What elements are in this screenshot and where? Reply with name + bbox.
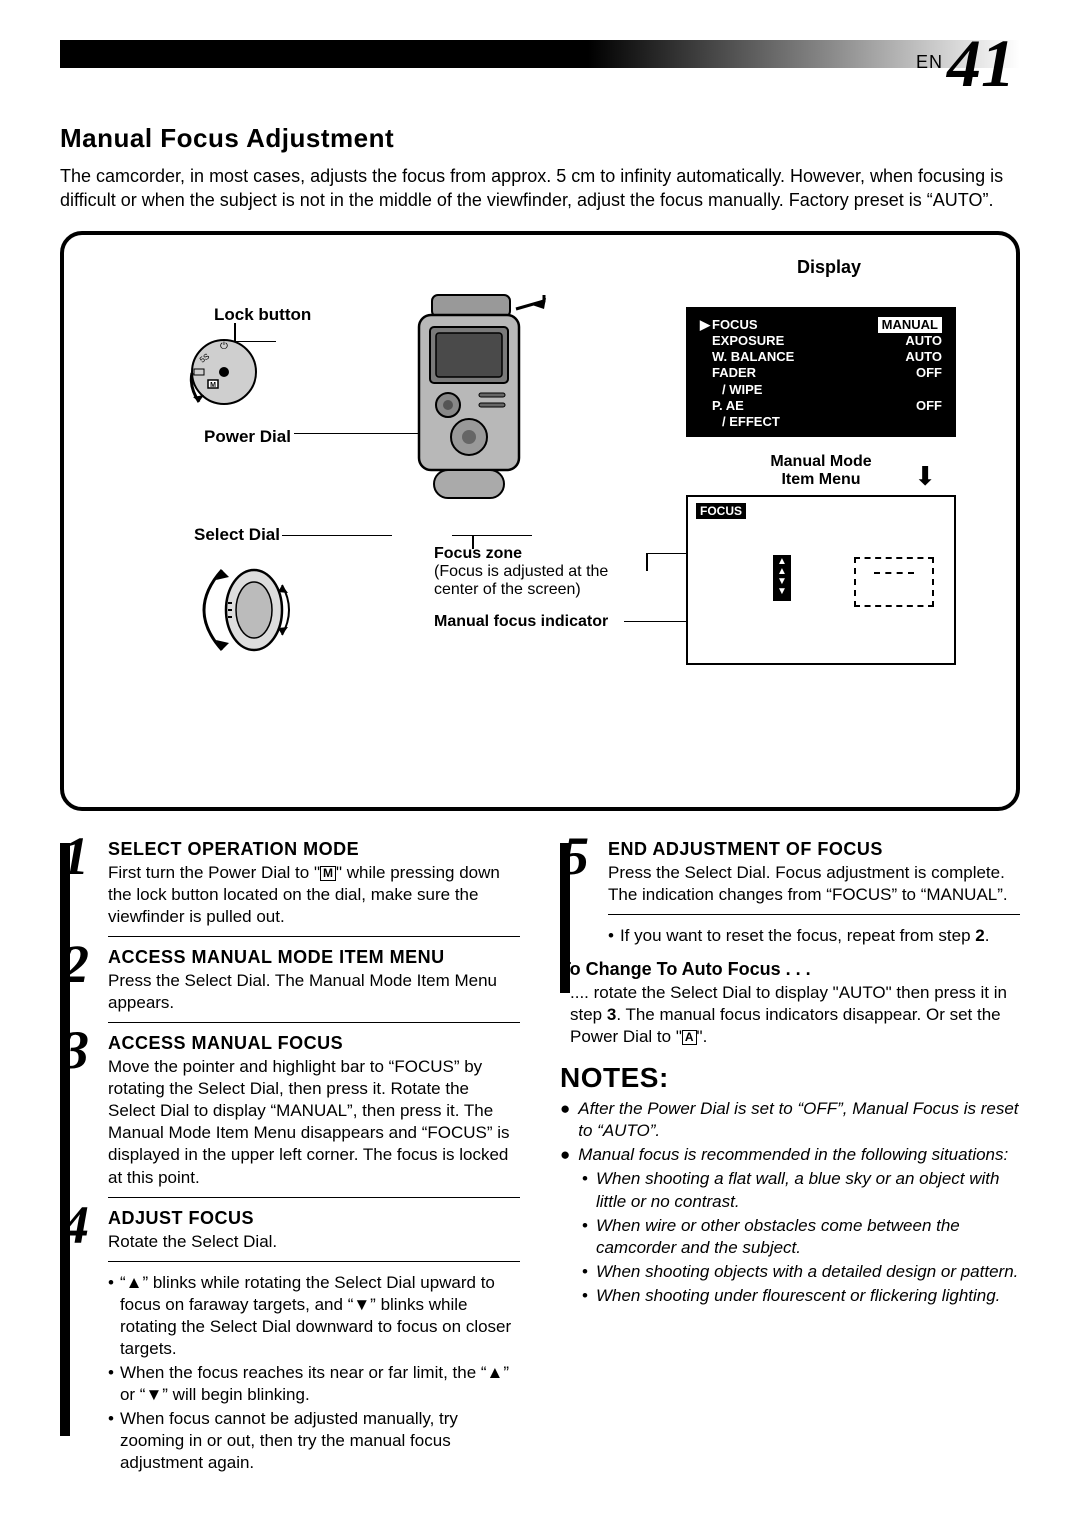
- lock-button-label: Lock button: [214, 305, 311, 325]
- power-dial-icon: ⏻ 5S M: [164, 327, 264, 427]
- menu-pae-sub: / EFFECT: [700, 414, 780, 430]
- step-title: ACCESS MANUAL FOCUS: [108, 1033, 520, 1054]
- manual-focus-indicator-icon: ▲▲▼▼: [773, 555, 791, 601]
- step-title: ACCESS MANUAL MODE ITEM MENU: [108, 947, 520, 968]
- menu-return: RETURN: [700, 436, 942, 451]
- step-5-bullets: •If you want to reset the focus, repeat …: [560, 925, 1020, 947]
- select-dial-icon: [194, 555, 304, 665]
- select-dial-label: Select Dial: [194, 525, 280, 545]
- steps-columns: 1 SELECT OPERATION MODE First turn the P…: [60, 839, 1020, 1477]
- step-body: Press the Select Dial. Focus adjustment …: [608, 862, 1020, 906]
- step-title: END ADJUSTMENT OF FOCUS: [608, 839, 1020, 860]
- menu-wb-val: AUTO: [905, 349, 942, 365]
- leader-line: [452, 535, 474, 537]
- focus-zone-box: [854, 557, 934, 607]
- menu-exposure-val: AUTO: [905, 333, 942, 349]
- diagram-box: Display Lock button Power Dial Select Di…: [60, 231, 1020, 811]
- svg-text:M: M: [210, 382, 216, 389]
- leader-line: [646, 553, 648, 571]
- menu-pae: P. AE: [700, 398, 744, 414]
- menu-focus-val: MANUAL: [878, 317, 942, 333]
- step-number: 5: [562, 825, 589, 887]
- arrow-down-icon: ⬇: [914, 461, 936, 492]
- svg-text:⏻: ⏻: [220, 341, 228, 352]
- menu-wb: W. BALANCE: [700, 349, 794, 365]
- to-change-auto-focus-title: To Change To Auto Focus . . .: [560, 959, 1020, 980]
- page-number: 41: [947, 25, 1015, 101]
- menu-exposure: EXPOSURE: [700, 333, 784, 349]
- menu-fader-val: OFF: [916, 365, 942, 381]
- manual-focus-indicator-label: Manual focus indicator: [434, 613, 608, 631]
- step-number: 1: [62, 825, 89, 887]
- step-body: Press the Select Dial. The Manual Mode I…: [108, 970, 520, 1014]
- menu-fader: FADER: [700, 365, 756, 381]
- focus-indicator-text: FOCUS: [696, 503, 746, 519]
- menu-fader-sub: / WIPE: [700, 382, 762, 398]
- leader-line: [282, 535, 392, 537]
- step-5: 5 END ADJUSTMENT OF FOCUS Press the Sele…: [560, 839, 1020, 915]
- notes-heading: NOTES:: [560, 1062, 1020, 1094]
- focus-display: FOCUS ▲▲▼▼: [686, 495, 956, 665]
- step-4: 4 ADJUST FOCUS Rotate the Select Dial.: [60, 1208, 520, 1262]
- step-number: 4: [62, 1194, 89, 1256]
- step-3: 3 ACCESS MANUAL FOCUS Move the pointer a…: [60, 1033, 520, 1198]
- step-body: Move the pointer and highlight bar to “F…: [108, 1056, 520, 1189]
- page-lang: EN: [916, 52, 943, 72]
- left-column: 1 SELECT OPERATION MODE First turn the P…: [60, 839, 520, 1477]
- manual-mode-menu-display: ▶FOCUSMANUAL EXPOSUREAUTO W. BALANCEAUTO…: [686, 307, 956, 437]
- leader-line: [874, 572, 914, 574]
- to-change-auto-focus-body: .... rotate the Select Dial to display "…: [560, 982, 1020, 1048]
- camcorder-icon: [374, 265, 574, 525]
- menu-pae-val: OFF: [916, 398, 942, 414]
- page-number-block: EN41: [60, 24, 1020, 103]
- step-1: 1 SELECT OPERATION MODE First turn the P…: [60, 839, 520, 937]
- section-title: Manual Focus Adjustment: [60, 123, 1020, 154]
- step-4-bullets: •“▲” blinks while rotating the Select Di…: [60, 1272, 520, 1475]
- notes-list: ●After the Power Dial is set to “OFF”, M…: [560, 1098, 1020, 1307]
- power-dial-label: Power Dial: [204, 427, 291, 447]
- step-body: First turn the Power Dial to "M" while p…: [108, 862, 520, 928]
- focus-zone-label: Focus zone (Focus is adjusted at the cen…: [434, 545, 644, 599]
- leader-line: [472, 535, 532, 537]
- intro-text: The camcorder, in most cases, adjusts th…: [60, 164, 1020, 213]
- step-title: SELECT OPERATION MODE: [108, 839, 520, 860]
- step-number: 2: [62, 933, 89, 995]
- step-title: ADJUST FOCUS: [108, 1208, 520, 1229]
- menu-focus: FOCUS: [712, 317, 758, 332]
- display-label: Display: [797, 257, 861, 278]
- step-number: 3: [62, 1019, 89, 1081]
- step-body: Rotate the Select Dial.: [108, 1231, 520, 1253]
- step-2: 2 ACCESS MANUAL MODE ITEM MENU Press the…: [60, 947, 520, 1023]
- right-column: 5 END ADJUSTMENT OF FOCUS Press the Sele…: [560, 839, 1020, 1477]
